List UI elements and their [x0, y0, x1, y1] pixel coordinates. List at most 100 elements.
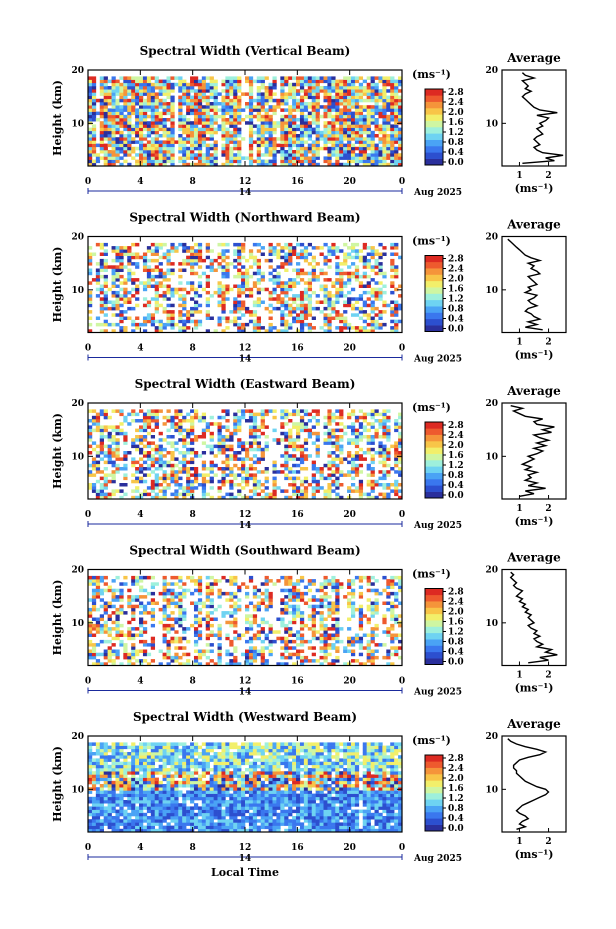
heatmap-cell [150, 98, 156, 103]
heatmap-cell [241, 118, 246, 122]
heatmap-cell [299, 121, 305, 125]
heatmap-cell [272, 486, 277, 490]
heatmap-cell [88, 98, 93, 103]
heatmap-cell [170, 582, 175, 586]
heatmap-cell [182, 588, 187, 593]
heatmap-cell [343, 156, 348, 160]
heatmap-cell [264, 607, 269, 612]
avg-x-tick-label: 2 [545, 504, 551, 514]
heatmap-cell [252, 130, 258, 135]
heatmap-cell [131, 262, 136, 266]
heatmap-cell [386, 140, 391, 144]
heatmap-cell [335, 127, 340, 132]
heatmap-cell [354, 76, 360, 80]
heatmap-cell [358, 435, 364, 439]
heatmap-cell [390, 140, 395, 144]
heatmap-cell [186, 652, 191, 657]
heatmap-cell [131, 489, 136, 493]
heatmap-cell [237, 451, 242, 455]
heatmap-cell [139, 633, 144, 637]
heatmap-cell [88, 86, 93, 90]
heatmap-cell [115, 649, 120, 653]
heatmap-cell [88, 643, 93, 647]
heatmap-cell [217, 108, 222, 112]
heatmap-cell [339, 130, 344, 135]
heatmap-cell [335, 441, 340, 445]
heatmap-cell [299, 447, 305, 452]
heatmap-cell [154, 162, 159, 167]
heatmap-cell [252, 447, 258, 452]
heatmap-cell [166, 486, 171, 490]
heatmap-cell [370, 134, 375, 138]
heatmap-cell [197, 79, 203, 84]
heatmap-cell [358, 438, 364, 442]
heatmap-cell [111, 86, 116, 90]
heatmap-cell [272, 467, 277, 471]
heatmap-cell [386, 454, 391, 458]
heatmap-cell [186, 486, 191, 490]
heatmap-cell [366, 329, 371, 333]
avg-x-tick-label: 2 [545, 338, 551, 348]
heatmap-cell [288, 153, 293, 157]
heatmap-cell [170, 146, 175, 151]
heatmap-cell [107, 614, 112, 618]
heatmap-cell [111, 98, 116, 103]
heatmap-cell [213, 607, 218, 612]
heatmap-cell [174, 575, 179, 580]
heatmap-cell [299, 98, 305, 103]
heatmap-cell [162, 598, 167, 602]
heatmap-cell [170, 95, 175, 100]
heatmap-cell [139, 601, 144, 605]
heatmap-cell [162, 322, 167, 327]
heatmap-cell [154, 86, 159, 90]
heatmap-cell [123, 246, 128, 250]
heatmap-cell [343, 111, 348, 116]
heatmap-cell [327, 454, 332, 458]
heatmap-cell [150, 470, 156, 474]
heatmap-cell [303, 89, 309, 93]
heatmap-cell [209, 143, 214, 148]
heatmap-cell [99, 127, 104, 132]
heatmap-cell [99, 111, 104, 116]
heatmap-cell [131, 278, 136, 282]
heatmap-cell [123, 297, 128, 301]
heatmap-cell [221, 95, 226, 100]
heatmap-cell [225, 111, 230, 116]
heatmap-cell [358, 310, 364, 314]
heatmap-cell [150, 150, 156, 154]
heatmap-cell [115, 441, 120, 445]
heatmap-cell [382, 486, 387, 490]
heatmap-cell [154, 281, 159, 285]
heatmap-cell [217, 303, 222, 308]
heatmap-cell [350, 153, 356, 157]
heatmap-cell [197, 140, 203, 144]
heatmap-cell [123, 454, 128, 458]
heatmap-cell [197, 153, 203, 157]
heatmap-cell [135, 124, 140, 128]
heatmap-cell [284, 326, 289, 330]
heatmap-cell [390, 102, 395, 106]
heatmap-cell [229, 140, 234, 144]
heatmap-cell [142, 415, 148, 420]
heatmap-cell [358, 121, 364, 125]
heatmap-cell [241, 287, 246, 292]
heatmap-cell [370, 290, 375, 295]
heatmap-cell [217, 444, 222, 449]
heatmap-cell [170, 86, 175, 90]
heatmap-cell [91, 76, 97, 80]
heatmap-cell [327, 483, 332, 487]
heatmap-cell [201, 479, 207, 484]
y-axis-label: Height (km) [51, 413, 64, 489]
heatmap-cell [390, 467, 395, 471]
heatmap-cell [225, 121, 230, 125]
heatmap-cell [99, 86, 104, 90]
heatmap-cell [354, 146, 360, 151]
heatmap-cell [398, 294, 403, 298]
heatmap-cell [354, 274, 360, 279]
heatmap-cell [103, 82, 108, 87]
heatmap-cell [299, 127, 305, 132]
heatmap-cell [95, 463, 101, 468]
heatmap-cell [248, 265, 254, 269]
date-month-label: Aug 2025 [413, 355, 462, 365]
heatmap-cell [331, 162, 336, 167]
